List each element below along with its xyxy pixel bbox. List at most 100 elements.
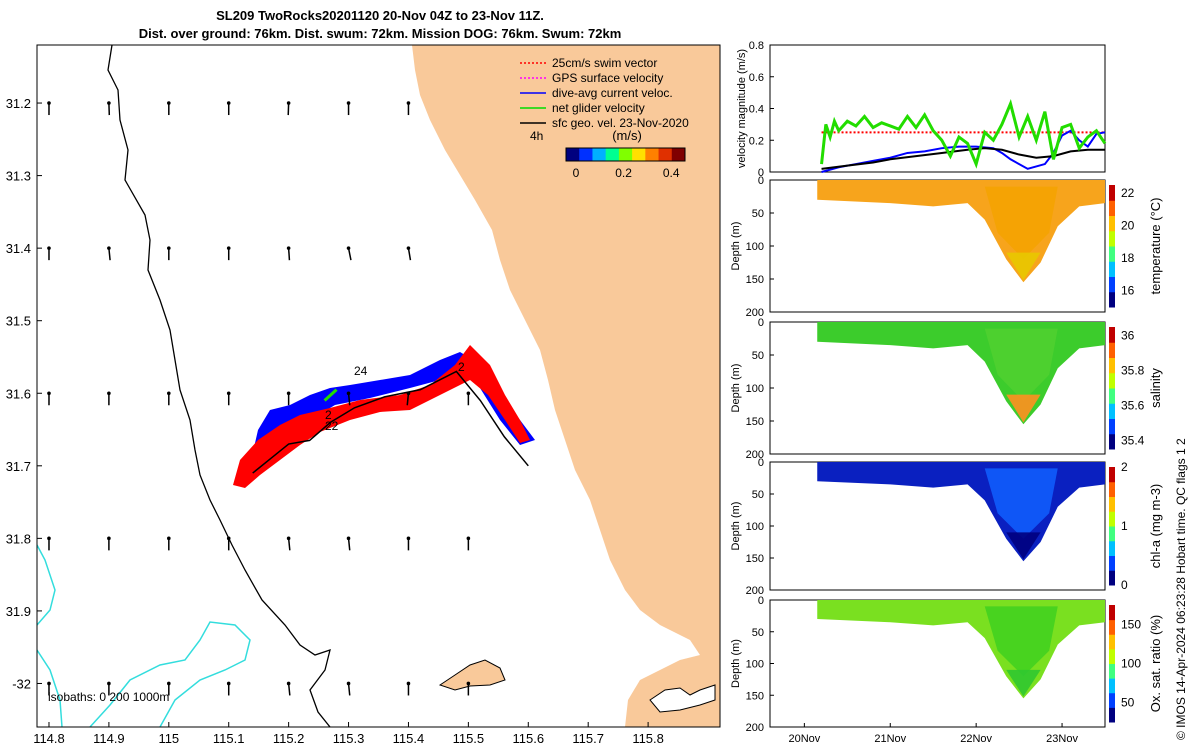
map-x-tick-label: 115.5 bbox=[453, 731, 485, 746]
section-colorbar-segment bbox=[1109, 200, 1115, 216]
section-colorbar-segment bbox=[1109, 261, 1115, 277]
section-colorbar-segment bbox=[1109, 570, 1115, 585]
section-colorbar-segment bbox=[1109, 358, 1115, 374]
geo-velocity-arrowhead bbox=[47, 537, 51, 541]
geo-velocity-arrowhead bbox=[347, 246, 351, 250]
section-y-tick-label: 150 bbox=[746, 553, 764, 565]
colorbar-segment bbox=[659, 148, 673, 161]
geo-velocity-arrowhead bbox=[407, 246, 411, 250]
geo-velocity-arrowhead bbox=[287, 246, 291, 250]
section-y-tick-label: 100 bbox=[746, 521, 764, 533]
section-colorbar-label: temperature (°C) bbox=[1148, 198, 1163, 295]
geo-velocity-arrowhead bbox=[107, 682, 111, 686]
geo-velocity-arrowhead bbox=[287, 537, 291, 541]
section-y-axis-label: Depth (m) bbox=[730, 502, 742, 551]
figure-title-line1: SL209 TwoRocks20201120 20-Nov 04Z to 23-… bbox=[216, 8, 544, 23]
colorbar-segment bbox=[606, 148, 620, 161]
section-colorbar-tick-label: 35.8 bbox=[1121, 364, 1145, 378]
geo-velocity-arrowhead bbox=[107, 246, 111, 250]
geo-velocity-arrowhead bbox=[107, 537, 111, 541]
map-x-tick-label: 115.1 bbox=[213, 731, 245, 746]
section-colorbar-segment bbox=[1109, 511, 1115, 526]
section-y-tick-label: 100 bbox=[746, 383, 764, 395]
geo-velocity-arrowhead bbox=[407, 101, 411, 105]
geo-velocity-arrowhead bbox=[407, 537, 411, 541]
section-y-tick-label: 100 bbox=[746, 659, 764, 671]
time-x-tick-label: 20Nov bbox=[788, 733, 820, 745]
section-colorbar-tick-label: 0 bbox=[1121, 578, 1128, 592]
map-y-tick-label: 31.4 bbox=[6, 241, 31, 256]
isobath-label: isobaths: 0 200 1000m bbox=[48, 690, 169, 704]
section-colorbar-segment bbox=[1109, 292, 1115, 308]
section-colorbar-label: chl-a (mg m-3) bbox=[1148, 484, 1163, 569]
map-y-tick-label: 31.9 bbox=[6, 604, 31, 619]
geo-velocity-arrowhead bbox=[347, 682, 351, 686]
map-y-tick-label: -32 bbox=[12, 676, 31, 691]
legend-label: net glider velocity bbox=[552, 101, 645, 115]
map-x-tick-label: 114.9 bbox=[93, 731, 125, 746]
section-colorbar-segment bbox=[1109, 482, 1115, 497]
colorbar-tick-label: 0.4 bbox=[663, 166, 680, 180]
section-colorbar-segment bbox=[1109, 678, 1115, 693]
section-y-tick-label: 150 bbox=[746, 416, 764, 428]
section-colorbar-tick-label: 22 bbox=[1121, 186, 1135, 200]
geo-velocity-arrowhead bbox=[227, 391, 231, 395]
geo-velocity-arrowhead bbox=[227, 537, 231, 541]
geo-velocity-arrowhead bbox=[347, 537, 351, 541]
section-colorbar-segment bbox=[1109, 693, 1115, 708]
geo-velocity-arrowhead bbox=[227, 246, 231, 250]
geo-velocity-arrowhead bbox=[167, 391, 171, 395]
velocity-y-tick-label: 0.8 bbox=[749, 40, 764, 52]
track-day-label: 24 bbox=[354, 364, 368, 378]
map-x-tick-label: 115.7 bbox=[572, 731, 604, 746]
geo-velocity-arrowhead bbox=[167, 537, 171, 541]
section-colorbar-tick-label: 20 bbox=[1121, 219, 1135, 233]
section-colorbar-segment bbox=[1109, 526, 1115, 541]
credit-text: © IMOS 14-Apr-2024 06:23:28 Hobart time.… bbox=[1174, 438, 1188, 740]
section-y-tick-label: 0 bbox=[758, 175, 764, 187]
section-colorbar-segment bbox=[1109, 541, 1115, 556]
colorbar-segment bbox=[619, 148, 633, 161]
track-day-label: 2 bbox=[325, 408, 332, 422]
colorbar-segment bbox=[566, 148, 580, 161]
time-x-tick-label: 21Nov bbox=[874, 733, 906, 745]
section-colorbar-tick-label: 35.4 bbox=[1121, 433, 1145, 447]
section-colorbar-segment bbox=[1109, 246, 1115, 262]
section-colorbar-segment bbox=[1109, 649, 1115, 664]
geo-velocity-arrowhead bbox=[47, 682, 51, 686]
section-colorbar-tick-label: 18 bbox=[1121, 251, 1135, 265]
section-colorbar-tick-label: 36 bbox=[1121, 329, 1135, 343]
section-colorbar-segment bbox=[1109, 605, 1115, 620]
geo-velocity-arrowhead bbox=[167, 101, 171, 105]
map-y-tick-label: 31.8 bbox=[6, 531, 31, 546]
map-y-tick-label: 31.5 bbox=[6, 314, 31, 329]
section-colorbar-segment bbox=[1109, 707, 1115, 722]
geo-velocity-arrowhead bbox=[347, 391, 351, 395]
geo-velocity-arrowhead bbox=[227, 682, 231, 686]
geo-velocity-arrowhead bbox=[167, 246, 171, 250]
section-colorbar-segment bbox=[1109, 277, 1115, 293]
colorbar-segment bbox=[672, 148, 686, 161]
section-colorbar-segment bbox=[1109, 373, 1115, 389]
section-y-tick-label: 150 bbox=[746, 274, 764, 286]
colorbar-tick-label: 0.2 bbox=[615, 166, 632, 180]
section-colorbar-tick-label: 16 bbox=[1121, 284, 1135, 298]
colorbar-tick-label: 0 bbox=[573, 166, 580, 180]
section-colorbar-tick-label: 100 bbox=[1121, 657, 1141, 671]
geo-velocity-arrowhead bbox=[347, 101, 351, 105]
map-y-tick-label: 31.7 bbox=[6, 459, 31, 474]
geo-velocity-arrowhead bbox=[107, 391, 111, 395]
section-colorbar-segment bbox=[1109, 419, 1115, 435]
geo-velocity-arrowhead bbox=[407, 682, 411, 686]
section-colorbar-tick-label: 2 bbox=[1121, 460, 1128, 474]
section-colorbar-label: salinity bbox=[1148, 368, 1163, 408]
section-y-tick-label: 0 bbox=[758, 457, 764, 469]
geo-velocity-arrowhead bbox=[287, 101, 291, 105]
geo-velocity-arrowhead bbox=[47, 101, 51, 105]
